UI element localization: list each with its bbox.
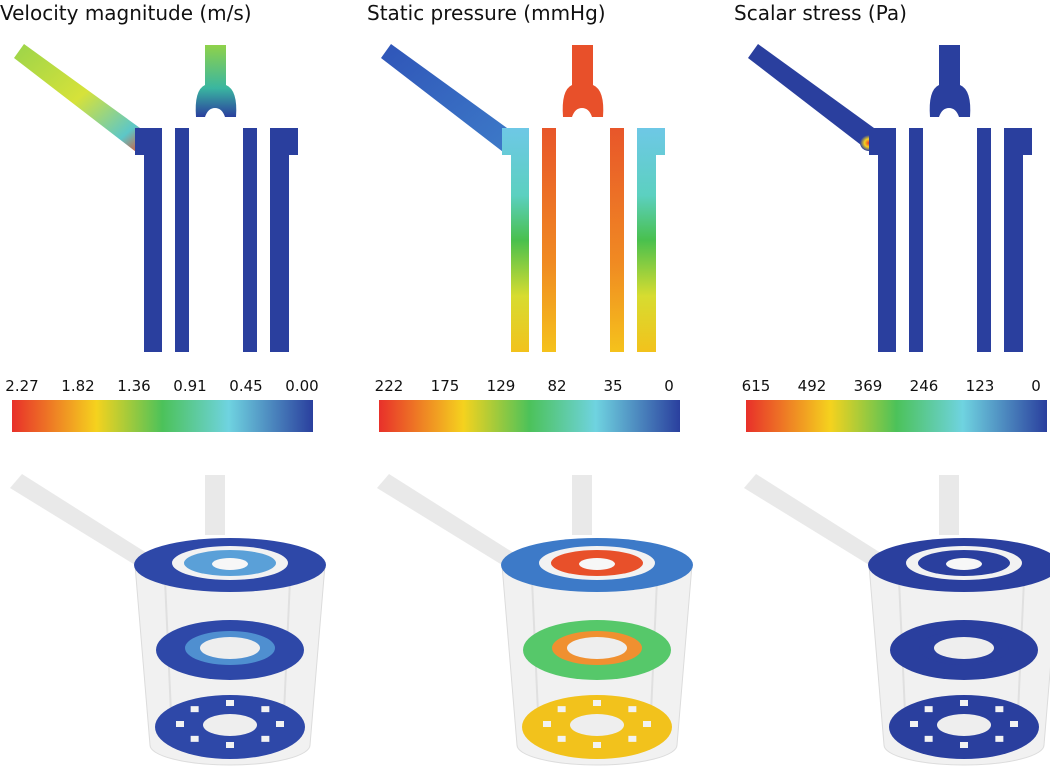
disk-slot — [190, 735, 199, 742]
panel-title: Velocity magnitude (m/s) — [0, 1, 252, 25]
panel-title: Static pressure (mmHg) — [367, 1, 606, 25]
colorbar-tick-label: 0.00 — [285, 377, 318, 395]
disk-mid-hole — [567, 637, 627, 659]
colorbar-tick-label: 0 — [1031, 377, 1041, 395]
colorbar-tick-label: 369 — [854, 377, 883, 395]
inner-wall-left — [909, 128, 923, 352]
colorbar-tick-label: 35 — [603, 377, 622, 395]
disk-slot — [190, 706, 199, 713]
top-tube — [562, 45, 604, 117]
disk-slot — [643, 721, 651, 727]
disk-slot — [995, 735, 1004, 742]
colorbar-tick-label: 492 — [798, 377, 827, 395]
disk-mid-hole — [934, 637, 994, 659]
outer-wall-left — [502, 128, 529, 352]
disk-slot — [593, 700, 601, 706]
disk-slot — [226, 700, 234, 706]
ghost-top — [572, 475, 592, 535]
disk-slot — [593, 742, 601, 748]
disk-slot — [557, 735, 566, 742]
colorbar-tick-label: 82 — [547, 377, 566, 395]
outer-wall-right — [270, 128, 298, 352]
disk-slot — [261, 706, 270, 713]
inner-wall-right — [610, 128, 624, 352]
inner-wall-right — [243, 128, 257, 352]
disk-bottom-hole — [570, 714, 624, 736]
ghost-top — [939, 475, 959, 535]
colorbar-tick-label: 0.91 — [173, 377, 206, 395]
disk-slot — [176, 721, 184, 727]
disk-slot — [924, 735, 933, 742]
inner-wall-left — [175, 128, 189, 352]
outer-wall-right — [637, 128, 665, 352]
disk-slot — [1010, 721, 1018, 727]
ghost-inlet — [377, 474, 517, 568]
disk-slot — [960, 700, 968, 706]
colorbar-tick-label: 2.27 — [5, 377, 38, 395]
disk-top-hole — [212, 558, 248, 570]
outer-wall-left — [869, 128, 896, 352]
panel: Static pressure (mmHg) 222 175 129 82 35 0 — [367, 1, 693, 766]
ghost-top — [205, 475, 225, 535]
disk-slot — [960, 742, 968, 748]
panel: Velocity magnitude (m/s) 2.27 1.82 1.36 0.91… — [0, 1, 326, 766]
top-tube — [929, 45, 971, 117]
disk-slot — [628, 706, 637, 713]
colorbar-tick-label: 123 — [966, 377, 995, 395]
colorbar-tick-label: 246 — [910, 377, 939, 395]
inlet-tube — [14, 44, 140, 155]
inner-wall-left — [542, 128, 556, 352]
colorbar — [12, 400, 313, 432]
ghost-inlet — [744, 474, 884, 568]
disk-slot — [910, 721, 918, 727]
disk-slot — [543, 721, 551, 727]
disk-bottom-hole — [203, 714, 257, 736]
inlet-tube — [748, 44, 874, 155]
inner-wall-right — [977, 128, 991, 352]
colorbar-tick-label: 175 — [431, 377, 460, 395]
disk-slot — [226, 742, 234, 748]
disk-mid-hole — [200, 637, 260, 659]
top-tube — [195, 45, 237, 117]
disk-top-hole — [579, 558, 615, 570]
ghost-inlet — [10, 474, 150, 568]
colorbar-tick-label: 129 — [487, 377, 516, 395]
disk-slot — [276, 721, 284, 727]
colorbar-tick-label: 0 — [664, 377, 674, 395]
disk-slot — [995, 706, 1004, 713]
colorbar-tick-label: 615 — [742, 377, 771, 395]
colorbar-tick-label: 222 — [375, 377, 404, 395]
disk-slot — [924, 706, 933, 713]
disk-slot — [628, 735, 637, 742]
disk-bottom-hole — [937, 714, 991, 736]
colorbar-tick-label: 1.36 — [117, 377, 150, 395]
panel-title: Scalar stress (Pa) — [734, 1, 907, 25]
disk-slot — [261, 735, 270, 742]
colorbar — [746, 400, 1047, 432]
colorbar — [379, 400, 680, 432]
outer-wall-right — [1004, 128, 1032, 352]
colorbar-tick-label: 1.82 — [61, 377, 94, 395]
disk-top-hole — [946, 558, 982, 570]
panel: Scalar stress (Pa) 615 492 369 246 123 0 — [734, 1, 1050, 766]
outer-wall-left — [135, 128, 162, 352]
inlet-tube — [381, 44, 507, 155]
disk-slot — [557, 706, 566, 713]
colorbar-tick-label: 0.45 — [229, 377, 262, 395]
